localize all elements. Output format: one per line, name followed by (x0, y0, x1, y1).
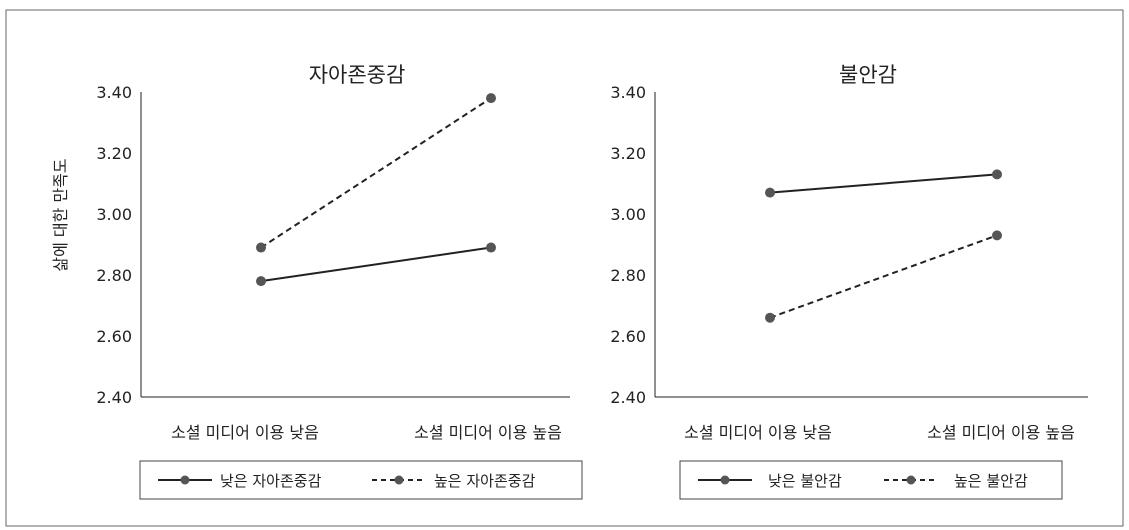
legend-label: 낮은 자아존중감 (220, 472, 322, 490)
y-axis-label: 삶에 대한 만족도 (51, 158, 70, 271)
legend: 낮은 자아존중감 높은 자아존중감 (139, 460, 583, 500)
legend-marker (720, 475, 730, 485)
y-tick-label: 3.20 (96, 144, 132, 163)
y-tick-label: 3.40 (96, 83, 132, 102)
legend-label: 높은 불안감 (954, 472, 1028, 490)
data-point (256, 242, 266, 253)
y-tick-label: 3.00 (96, 205, 132, 224)
legend-marker (906, 475, 916, 485)
y-tick-label: 2.40 (610, 388, 646, 407)
chart-self-esteem: 자아존중감 삶에 대한 만족도 2.40 2.60 2.80 3.00 3.20… (51, 63, 583, 500)
data-point (256, 276, 266, 287)
data-point (992, 230, 1002, 241)
series-line-high (769, 234, 998, 319)
y-tick-label: 2.60 (610, 327, 646, 346)
legend: 낮은 불안감 높은 불안감 (679, 460, 1063, 500)
y-tick-labels: 2.40 2.60 2.80 3.00 3.20 3.40 (96, 83, 132, 407)
legend-box (139, 460, 583, 500)
legend-label: 높은 자아존중감 (434, 472, 536, 490)
x-category-label: 소셜 미디어 이용 높음 (927, 423, 1075, 442)
x-category-label: 소셜 미디어 이용 낮음 (684, 423, 832, 442)
y-tick-label: 3.40 (610, 83, 646, 102)
data-point (765, 312, 775, 323)
y-tick-label: 2.80 (96, 266, 132, 285)
data-point (486, 93, 496, 104)
plot-area (256, 93, 496, 287)
y-tick-label: 3.20 (610, 144, 646, 163)
chart-anxiety: 불안감 2.40 2.60 2.80 3.00 3.20 3.40 소셜 미디어… (610, 63, 1088, 500)
data-point (992, 169, 1002, 180)
series-line-high (260, 97, 492, 249)
figure-frame (5, 9, 1124, 527)
legend-label: 낮은 불안감 (768, 472, 842, 490)
legend-marker (180, 475, 190, 485)
series-line-low (769, 173, 998, 194)
data-point (486, 242, 496, 253)
plot-area (765, 169, 1002, 323)
chart-title: 자아존중감 (309, 63, 406, 87)
y-tick-label: 2.40 (96, 388, 132, 407)
y-tick-label: 3.00 (610, 205, 646, 224)
y-tick-labels: 2.40 2.60 2.80 3.00 3.20 3.40 (610, 83, 646, 407)
chart-title: 불안감 (839, 63, 897, 87)
legend-marker (394, 475, 404, 485)
y-tick-label: 2.80 (610, 266, 646, 285)
y-tick-label: 2.60 (96, 327, 132, 346)
data-point (765, 187, 775, 198)
x-category-label: 소셜 미디어 이용 낮음 (171, 423, 319, 442)
series-line-low (260, 246, 492, 283)
x-category-label: 소셜 미디어 이용 높음 (414, 423, 562, 442)
